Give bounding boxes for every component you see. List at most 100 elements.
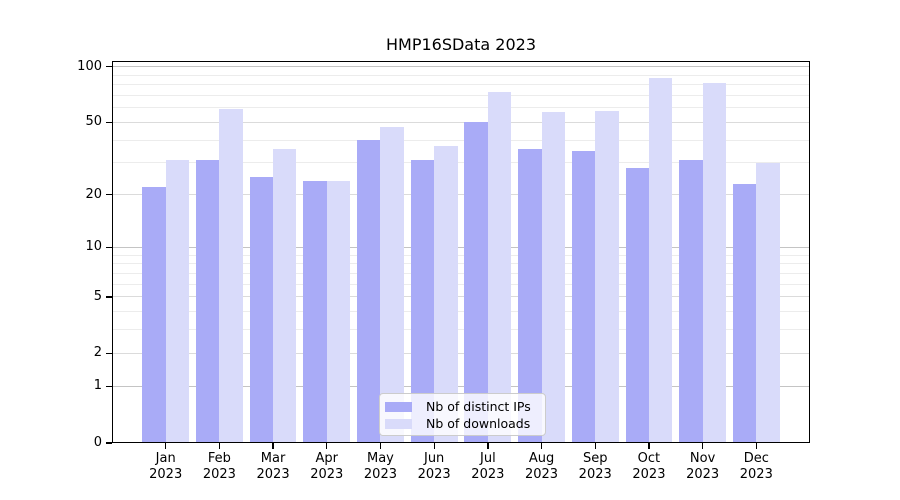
y-tick [106,385,112,388]
x-tick [272,443,274,449]
y-gridline-major [112,385,810,387]
x-tick-year: 2023 [739,467,773,482]
x-tick-year: 2023 [632,467,666,482]
x-tick-year: 2023 [471,467,505,482]
bar-downloads [595,110,619,443]
x-tick-label: Feb 2023 [189,451,249,483]
x-tick-month: Jan [155,451,176,466]
legend-label-distinct-ips: Nb of distinct IPs [426,399,531,414]
y-tick [106,66,112,68]
y-gridline [112,194,810,196]
x-tick-month: Jun [423,451,445,466]
y-gridline-minor [112,74,810,76]
bar-downloads [326,180,351,443]
legend-swatch-downloads [385,418,412,429]
x-tick-label: Aug 2023 [512,451,572,483]
legend-label-downloads: Nb of downloads [426,416,531,431]
x-tick-label: Jun 2023 [404,451,464,483]
x-tick [540,443,543,449]
legend: Nb of distinct IPs Nb of downloads [379,393,546,436]
x-tick-month: Oct [637,451,661,466]
x-tick-month: Aug [528,451,555,466]
bar-distinct-ips [195,160,220,443]
x-tick-label: Mar 2023 [243,451,303,483]
x-tick [487,443,489,449]
x-tick-month: May [367,451,394,466]
x-tick [218,443,221,449]
y-gridline-major [112,66,810,68]
y-gridline-minor [112,162,810,164]
y-tick-label: 10 [85,239,102,255]
bar-downloads [756,162,780,443]
x-tick [165,443,167,449]
bar-downloads [165,160,190,443]
x-tick-label: Apr 2023 [297,451,357,483]
y-tick-label: 20 [85,186,102,202]
y-tick-label: 50 [85,114,102,130]
y-tick-label: 100 [77,58,102,74]
bar-downloads [434,146,458,443]
x-tick-label: Nov 2023 [673,451,733,483]
y-gridline-minor [112,283,810,285]
x-tick-month: Apr [315,451,339,466]
bar-downloads [541,111,565,443]
x-tick [648,443,650,449]
x-tick [379,443,382,449]
bar-downloads [648,77,673,443]
bar-distinct-ips [625,168,649,443]
x-tick-year: 2023 [310,467,344,482]
bar-downloads [273,148,297,443]
bar-downloads [380,127,404,443]
y-gridline-minor [112,263,810,265]
y-gridline-minor [112,107,810,109]
bar-distinct-ips [249,177,274,443]
x-tick [702,443,704,449]
x-tick-year: 2023 [686,467,720,482]
bar-distinct-ips [464,122,488,443]
bar-distinct-ips [518,148,542,443]
y-tick [106,442,112,444]
x-tick-label: May 2023 [350,451,410,483]
x-tick-month: Dec [743,451,769,466]
y-gridline-minor [112,94,810,96]
bar-distinct-ips [571,150,596,443]
x-tick-label: Oct 2023 [619,451,679,483]
y-tick [106,352,112,355]
bar-downloads [487,92,512,443]
x-tick-year: 2023 [524,467,559,482]
bar-distinct-ips [357,140,381,443]
x-tick-year: 2023 [578,467,612,482]
x-tick-year: 2023 [417,467,451,482]
y-tick-label: 0 [93,435,102,450]
y-tick-label: 5 [93,288,102,304]
x-tick-month: Sep [582,451,608,466]
y-gridline-minor [112,139,810,141]
x-tick-month: Mar [260,451,286,466]
legend-swatch-distinct-ips [385,401,412,412]
bar-distinct-ips [142,187,166,443]
y-gridline-minor [112,311,810,313]
x-tick-label: Jul 2023 [458,451,518,483]
bar-downloads [219,109,243,443]
x-tick [326,443,328,449]
x-tick-year: 2023 [149,467,183,482]
x-tick-year: 2023 [363,467,397,482]
legend-item-downloads: Nb of downloads [385,415,537,432]
bar-downloads [702,82,726,443]
y-tick [106,121,112,124]
x-tick-month: Jul [480,451,496,466]
y-gridline-minor [112,254,810,256]
x-tick [594,443,596,449]
y-gridline [112,296,810,298]
y-tick [106,246,112,249]
y-gridline [112,121,810,123]
chart-title: HMP16SData 2023 [385,35,536,54]
legend-item-distinct-ips: Nb of distinct IPs [385,398,537,415]
x-tick [755,443,757,449]
bar-distinct-ips [679,160,703,443]
x-tick-label: Jan 2023 [136,451,196,483]
bar-distinct-ips [410,160,435,443]
x-tick-month: Feb [207,451,231,466]
y-tick-label: 2 [93,345,102,361]
